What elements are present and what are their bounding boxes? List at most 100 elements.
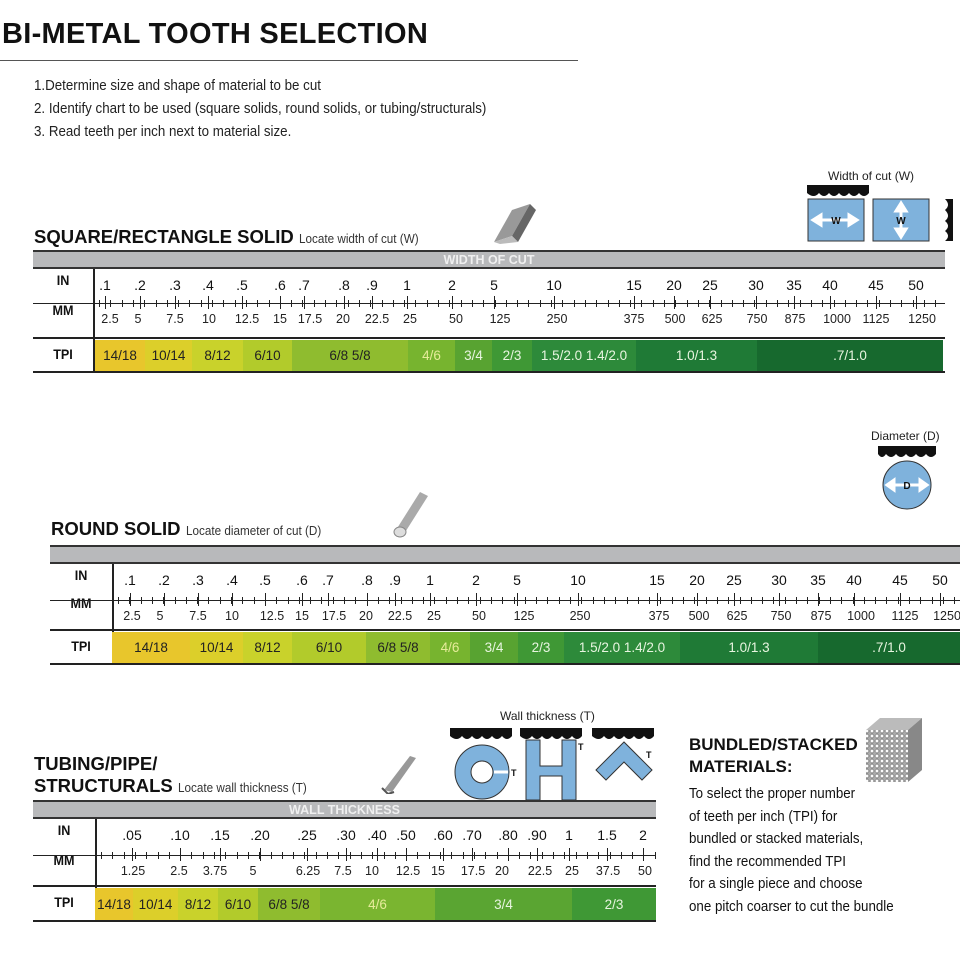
round-ruler-tick [942, 597, 944, 604]
tubing-in-label: .05 [122, 827, 142, 843]
round-mm-label: 5 [156, 609, 164, 623]
tubing-ruler-tick [101, 852, 102, 859]
square-ruler-tick [392, 300, 394, 307]
round-ruler-major-tick [130, 593, 131, 606]
tubing-ruler-tick [632, 852, 634, 859]
square-mm-label: 2.5 [101, 312, 119, 326]
round-ruler-tick [558, 597, 560, 604]
round-ruler-tick [400, 597, 402, 604]
square-ruler-tick [833, 300, 835, 307]
tubing-in-label: .20 [250, 827, 270, 843]
tubing-ruler-tick [485, 852, 487, 859]
round-tpi-segment: 1.5/2.0 1.4/2.0 [564, 632, 680, 663]
square-ruler-tick [799, 300, 801, 307]
tubing-ruler-tick [541, 852, 543, 859]
square-ruler-tick [551, 300, 552, 307]
w-letter: W [831, 216, 841, 227]
square-ruler-tick [347, 300, 349, 307]
square-row-divider [93, 269, 95, 371]
square-ruler-tick [245, 300, 247, 307]
square-ruler-tick [720, 300, 722, 307]
tubing-in-label: .30 [336, 827, 356, 843]
round-ruler-tick [140, 597, 142, 604]
square-ruler-tick [731, 300, 733, 307]
square-in-label: .2 [134, 277, 146, 293]
tubing-ruler-major-tick [180, 848, 181, 861]
square-ruler-major-tick [876, 296, 877, 309]
tubing-ruler-major-tick [377, 848, 378, 861]
round-ruler-major-tick [302, 593, 303, 606]
round-ruler-tick [377, 597, 379, 604]
page-title: BI-METAL TOOTH SELECTION [2, 18, 429, 50]
square-ruler-tick [539, 300, 541, 307]
round-ruler-tick [231, 597, 232, 604]
tubing-in-label: 1.5 [597, 827, 617, 843]
round-ruler-tick [829, 597, 831, 604]
tubing-mm-label: 10 [365, 864, 379, 878]
square-ruler-tick [257, 300, 259, 307]
square-ruler-tick [144, 300, 146, 307]
round-ruler-tick [818, 597, 820, 604]
tubing-title-line2: STRUCTURALS [34, 775, 173, 796]
square-in-label: 2 [448, 277, 456, 293]
wall-thickness-diagram-icon: T T T [450, 728, 654, 801]
round-ruler-tick [276, 597, 278, 604]
tubing-ruler-major-tick [508, 848, 509, 861]
square-tpi-segment: .7/1.0 [757, 340, 943, 371]
square-ruler-line [93, 303, 945, 304]
tubing-ruler-tick [620, 852, 622, 859]
square-ruler-major-tick [634, 296, 635, 309]
round-ruler-tick [174, 597, 176, 604]
square-ruler-tick [675, 300, 677, 307]
round-tpi-rule [50, 629, 960, 631]
tubing-mm-label: 6.25 [295, 864, 321, 878]
round-ruler-tick [886, 597, 888, 604]
round-ruler-tick [242, 597, 244, 604]
bundled-title-line2: MATERIALS: [689, 757, 793, 776]
round-in-label: 2 [472, 572, 480, 588]
round-ruler-major-tick [657, 593, 658, 606]
square-in-label: 20 [666, 277, 682, 293]
square-ruler-major-tick [794, 296, 795, 309]
tubing-ruler-tick [473, 852, 475, 859]
round-ruler-tick [332, 597, 334, 604]
square-ruler-tick [189, 300, 191, 307]
round-ruler-major-tick [818, 593, 819, 606]
round-ruler-tick [863, 597, 865, 604]
square-ruler-major-tick [494, 296, 495, 309]
tubing-ruler-major-tick [132, 848, 133, 861]
tubing-ruler-major-tick [406, 848, 407, 861]
tubing-tpi-segment: 6/8 5/8 [258, 888, 320, 920]
round-ruler-major-tick [164, 593, 165, 606]
round-in-label: .5 [259, 572, 271, 588]
round-ruler-tick [716, 597, 718, 604]
round-in-label: 30 [771, 572, 787, 588]
tubing-mm-label: 22.5 [527, 864, 553, 878]
round-mm-label: 15 [295, 609, 309, 623]
round-mm-label: 12.5 [259, 609, 285, 623]
tubing-in-label: 2 [639, 827, 647, 843]
square-in-label: 45 [868, 277, 884, 293]
width-of-cut-diagram-icon: W W [807, 185, 953, 242]
tubing-ruler-tick [293, 852, 295, 859]
round-tpi-segment: 6/10 [292, 632, 366, 663]
round-ruler-tick [479, 597, 481, 604]
round-ruler-major-tick [854, 593, 855, 606]
tubing-ruler-tick [654, 852, 656, 859]
round-ruler-tick [671, 597, 673, 604]
bundled-instructions: To select the proper number of teeth per… [689, 783, 894, 918]
tubing-in-label: .70 [462, 827, 482, 843]
tubing-mm-label: 15 [431, 864, 445, 878]
tubing-mm-label: 25 [565, 864, 579, 878]
round-mm-label: 375 [648, 609, 670, 623]
square-ruler-major-tick [208, 296, 209, 309]
round-mm-label: 50 [472, 609, 486, 623]
square-mm-label: 17.5 [297, 312, 323, 326]
round-tpi-segment: 14/18 [112, 632, 190, 663]
round-row-label-mm: MM [70, 595, 92, 611]
square-mm-label: 625 [701, 312, 723, 326]
square-ruler-tick [234, 300, 236, 307]
square-tpi-segment: 6/10 [243, 340, 292, 371]
tubing-ruler-tick [168, 852, 170, 859]
square-mm-label: 500 [664, 312, 686, 326]
